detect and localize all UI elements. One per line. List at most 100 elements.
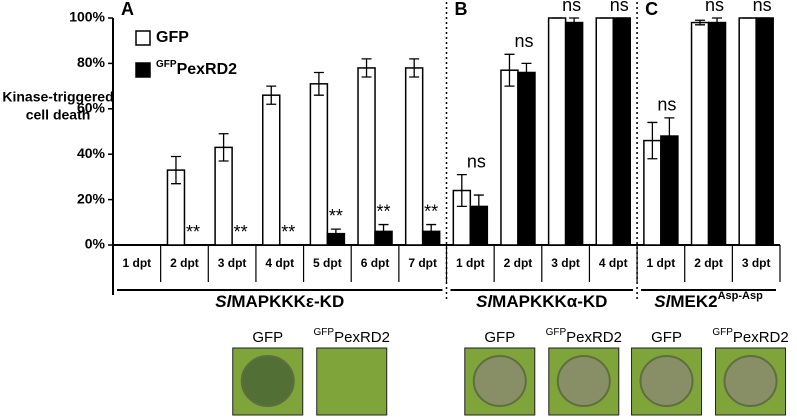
image-name: PexRD2 [334,329,390,346]
annotation: ** [234,222,248,242]
panel-label: B [455,0,468,19]
group-label: SlMEK2Asp-Asp [654,290,763,312]
image-superscript: GFP [546,327,567,338]
error-bar [409,58,420,78]
error-bar [456,173,467,208]
leaf-lesion [723,355,778,407]
x-tick-label: 2 dpt [170,256,199,270]
legend-swatch [135,62,151,78]
y-tick-label: 80% [77,54,106,70]
group-label: SlMAPKKKε-KD [215,292,344,311]
annotation: ** [424,201,438,221]
bar [595,17,614,246]
y-tick-label: 100% [69,9,105,25]
bar [517,71,536,246]
group-superscript: Asp-Asp [718,290,764,302]
annotation: ** [329,206,343,226]
x-tick-label: 7 dpt [408,256,437,270]
group-name: MAPKKKε-KD [231,292,344,311]
bar [500,69,519,246]
x-tick-label: 1 dpt [647,256,676,270]
x-tick-label: 4 dpt [265,256,294,270]
image-superscript: GFP [314,327,335,338]
image-caption: GFPPexRD2 [314,327,390,346]
bar [404,67,424,246]
group-label: SlMAPKKKα-KD [476,292,607,311]
error-bar [712,17,723,28]
image-name: PexRD2 [566,329,622,346]
bar [547,17,567,246]
image-superscript: GFP [712,327,733,338]
group-prefix: Sl [476,292,493,311]
error-bar [218,133,229,162]
y-tick-label: 0% [85,236,106,252]
y-tick-label: 20% [77,190,106,206]
y-tick-label: 60% [77,100,106,116]
error-bar [504,53,515,87]
y-axis-label: cell death [26,107,91,123]
legend-name: GFP [156,29,189,46]
image-caption: GFP [651,329,682,346]
x-tick-label: 3 dpt [218,256,247,270]
bar [738,17,757,246]
x-tick-label: 4 dpt [599,256,628,270]
legend-label: GFP [156,29,189,46]
group-name: MEK2 [670,292,717,311]
error-bar [313,71,324,96]
error-bar [170,155,181,185]
x-tick-label: 3 dpt [551,256,580,270]
x-tick-label: 1 dpt [456,256,485,270]
panel-label: A [121,0,134,19]
annotation: ** [377,201,391,221]
bar [357,67,376,246]
leaf-lesion [240,355,295,407]
leaf-image [316,347,388,416]
image-caption: GFP [484,329,515,346]
annotation: ns [467,151,486,171]
error-bar [695,19,706,26]
image-caption: GFPPexRD2 [712,327,788,346]
x-tick-label: 3 dpt [742,256,771,270]
error-bar [361,58,372,78]
x-tick-label: 6 dpt [361,256,390,270]
panel-label: C [645,0,658,19]
group-prefix: Sl [215,292,232,311]
error-bar [664,117,675,155]
leaf-lesion [556,355,611,407]
annotation: ns [514,31,533,51]
legend-name: PexRD2 [177,61,238,78]
annotation: ns [562,0,581,15]
leaf-lesion [472,355,527,407]
bar [755,17,774,246]
legend-superscript: GFP [156,59,177,70]
image-caption: GFPPexRD2 [546,327,622,346]
error-bar [330,228,341,239]
x-tick-label: 2 dpt [504,256,533,270]
error-bar [569,17,580,28]
group-prefix: Sl [654,292,671,311]
x-tick-label: 2 dpt [694,256,723,270]
bar [262,94,281,246]
x-tick-label: 1 dpt [122,256,151,270]
bar [309,83,329,246]
error-bar [266,85,277,105]
error-bar [521,62,532,83]
image-name: GFP [252,329,283,346]
image-caption: GFP [252,329,283,346]
y-tick-label: 40% [77,145,106,161]
bar [690,21,710,246]
legend-label: GFPPexRD2 [156,59,237,79]
legend-swatch [135,30,151,46]
error-bar [378,223,389,239]
annotation: ns [657,95,676,115]
annotation: ns [705,0,724,15]
leaf-lesion [639,355,694,407]
error-bar [473,194,484,219]
bar [564,21,584,246]
image-name: PexRD2 [733,329,789,346]
x-tick-label: 5 dpt [313,256,342,270]
group-name: MAPKKKα-KD [492,292,607,311]
error-bar [647,121,658,160]
error-bar [426,223,437,239]
